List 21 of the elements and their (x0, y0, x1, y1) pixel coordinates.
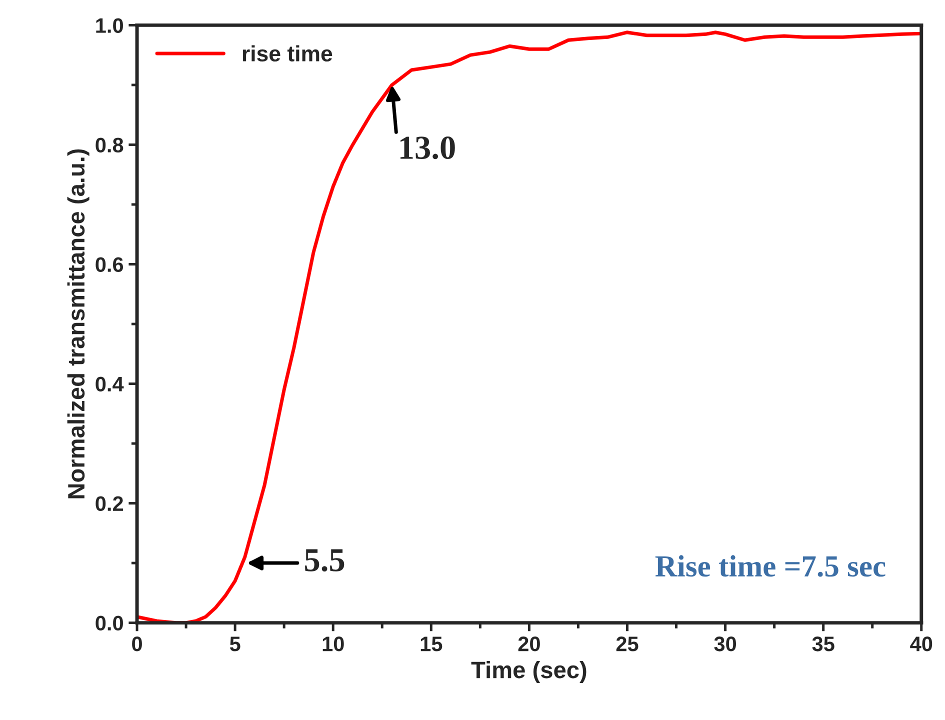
y-tick-label: 0.0 (96, 616, 123, 631)
x-tick-label: 40 (910, 636, 932, 652)
y-tick-label: 1.0 (96, 18, 123, 33)
x-tick-label: 0 (132, 636, 142, 652)
x-axis-title: Time (sec) (471, 660, 586, 683)
y-tick-label: 0.6 (96, 257, 124, 272)
annotation: Rise time =7.5 sec (655, 555, 886, 577)
y-tick-label: 0.8 (96, 138, 124, 152)
annotation: 13.0 (400, 136, 455, 160)
x-tick-label: 25 (616, 636, 638, 652)
x-tick-label: 5 (230, 636, 240, 652)
x-tick-label: 20 (518, 636, 540, 652)
legend-label: rise time (242, 45, 332, 62)
x-tick-label: 10 (322, 636, 344, 652)
x-tick-label: 35 (812, 636, 834, 652)
y-axis-title: Normalized transmittance (a.u.) (67, 149, 90, 498)
x-tick-label: 30 (714, 636, 736, 652)
y-tick-label: 0.2 (96, 496, 123, 512)
x-tick-label: 15 (420, 636, 442, 652)
y-tick-label: 0.4 (96, 376, 124, 392)
annotation: 5.5 (305, 549, 344, 572)
